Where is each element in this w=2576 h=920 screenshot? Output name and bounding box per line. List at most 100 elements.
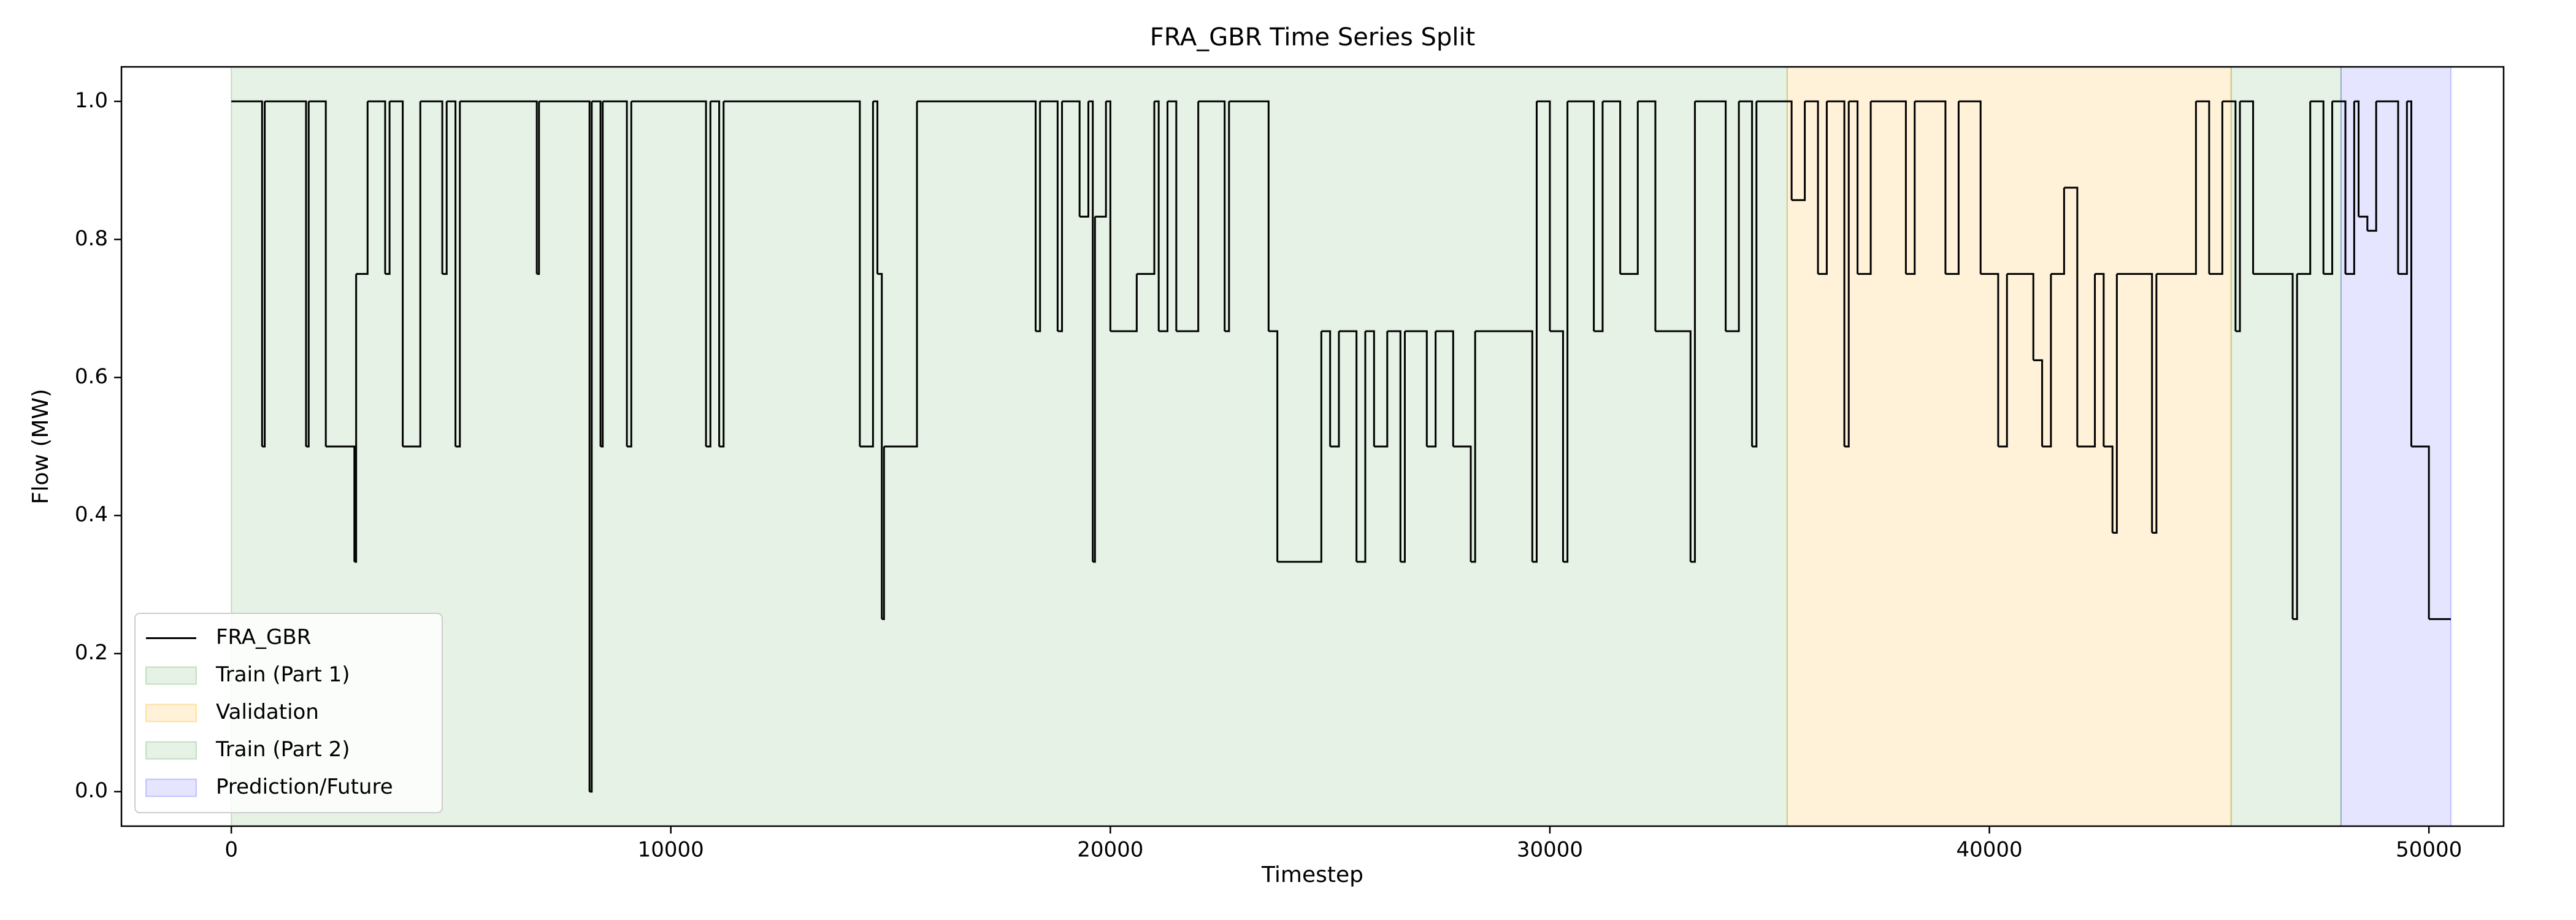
- line-step: [455, 101, 461, 448]
- line-step: [2095, 273, 2105, 447]
- line-step: [1725, 101, 1740, 332]
- line-step: [631, 100, 707, 447]
- line-step: [2376, 100, 2399, 274]
- line-step: [305, 101, 310, 448]
- line-step: [264, 100, 307, 447]
- line-step: [706, 101, 711, 448]
- y-tick-label: 0.0: [75, 778, 108, 803]
- line-step: [1958, 100, 1982, 274]
- line-step: [2253, 273, 2294, 619]
- line-step: [884, 101, 918, 448]
- line-step: [385, 101, 391, 275]
- line-step: [1387, 330, 1401, 562]
- line-step: [1844, 101, 1850, 448]
- line-step: [2077, 274, 2096, 448]
- line-step: [402, 101, 421, 448]
- axes-frame: [120, 66, 2505, 827]
- line-step: [1224, 101, 1230, 332]
- line-step: [2358, 215, 2369, 231]
- line-step: [1453, 445, 1472, 562]
- y-tick-label: 0.2: [75, 640, 108, 665]
- line-step: [1475, 330, 1533, 562]
- line-step: [600, 101, 604, 448]
- legend-label: Train (Part 1): [215, 662, 350, 687]
- line-step: [1079, 101, 1090, 218]
- line-step: [710, 100, 721, 447]
- line-step: [1871, 100, 1907, 274]
- x-tick-label: 50000: [2396, 838, 2462, 862]
- line-step: [2310, 100, 2325, 274]
- x-tick-label: 10000: [638, 838, 704, 862]
- line-step: [1040, 100, 1059, 332]
- line-step: [1655, 330, 1692, 562]
- line-step: [2103, 445, 2114, 533]
- line-step: [881, 447, 885, 620]
- line-step: [1945, 101, 1960, 275]
- line-step: [1405, 330, 1428, 447]
- line-step: [1752, 101, 1758, 448]
- line-step: [2112, 274, 2118, 534]
- line-step: [1339, 330, 1358, 562]
- line-step: [2235, 101, 2241, 332]
- y-axis-label: Flow (MW): [28, 389, 53, 504]
- line-step: [1690, 101, 1696, 563]
- line-step: [2297, 101, 2312, 275]
- line-step: [873, 100, 879, 274]
- line-step: [917, 100, 1037, 332]
- line-step: [1137, 101, 1156, 275]
- line-step: [326, 445, 356, 562]
- span: [2230, 66, 2342, 827]
- line-step: [2042, 274, 2052, 448]
- line-step: [2196, 100, 2210, 274]
- line-step: [1400, 331, 1406, 563]
- line-step: [1739, 100, 1754, 447]
- line-step: [1154, 100, 1160, 332]
- line-step: [589, 101, 593, 793]
- line-step: [1088, 100, 1094, 562]
- line-step: [1374, 331, 1389, 448]
- line-step: [262, 101, 266, 448]
- line-step: [1110, 274, 1138, 332]
- x-tick-label: 0: [224, 838, 238, 862]
- line-step: [723, 100, 861, 447]
- line-step: [591, 100, 602, 447]
- line-step: [1427, 331, 1437, 448]
- line-step: [537, 101, 540, 275]
- line-step: [1035, 101, 1041, 332]
- line-step: [1092, 217, 1096, 563]
- line-step: [2007, 273, 2034, 361]
- line-step: [1818, 101, 1828, 275]
- span: [2340, 66, 2452, 827]
- span: [231, 66, 1788, 827]
- line-step: [877, 273, 883, 619]
- line-step: [2064, 186, 2079, 447]
- line-step: [2152, 274, 2158, 534]
- line-step: [1849, 100, 1859, 274]
- line-step: [1229, 100, 1270, 332]
- line-step: [1277, 331, 1322, 563]
- line-step: [356, 101, 369, 275]
- legend-patch: [145, 778, 197, 797]
- line-step: [1057, 101, 1064, 332]
- chart-title: FRA_GBR Time Series Split: [1150, 23, 1476, 52]
- legend-patch: [145, 703, 197, 723]
- line-step: [1638, 100, 1657, 332]
- line-step: [367, 100, 386, 274]
- line-step: [539, 100, 591, 792]
- y-tick-label: 0.4: [75, 502, 108, 527]
- x-axis-label: Timestep: [1261, 862, 1363, 887]
- line-step: [1980, 273, 1999, 447]
- line-step: [1321, 330, 1332, 447]
- line-step: [1106, 100, 1111, 332]
- line-step: [1330, 331, 1340, 448]
- line-step: [719, 101, 725, 448]
- line-step: [1914, 100, 1947, 274]
- legend-label: Train (Part 2): [215, 737, 350, 762]
- legend-patch: [145, 666, 197, 685]
- line-step: [2354, 100, 2360, 217]
- line-step: [2367, 101, 2377, 232]
- line-step: [1159, 101, 1169, 332]
- line-step: [1268, 330, 1279, 562]
- legend-patch: [145, 741, 197, 760]
- line-step: [1857, 101, 1872, 275]
